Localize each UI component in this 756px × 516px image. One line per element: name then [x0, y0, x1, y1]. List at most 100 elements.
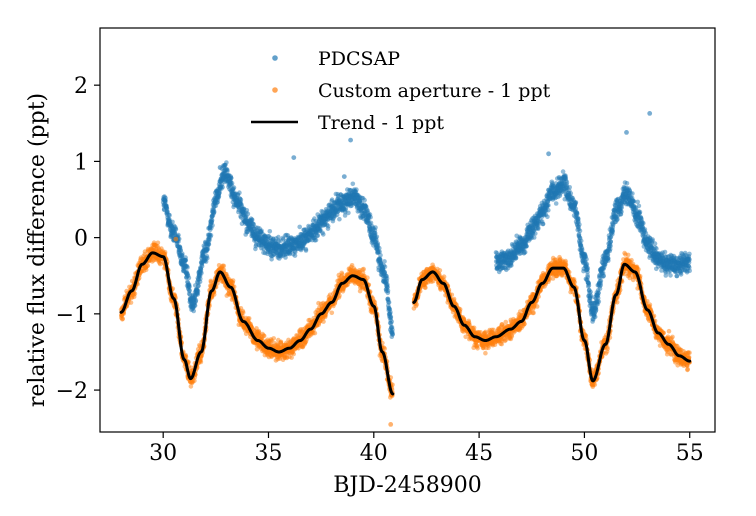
- point-pdcsap: [297, 224, 303, 230]
- point-pdcsap: [209, 218, 215, 223]
- point-pdcsap: [292, 253, 298, 258]
- point-pdcsap: [388, 310, 393, 315]
- point-custom-aperture: [120, 316, 125, 322]
- point-pdcsap: [596, 290, 601, 296]
- point-custom-aperture: [321, 319, 326, 324]
- point-pdcsap: [283, 255, 288, 260]
- point-pdcsap: [564, 179, 570, 185]
- point-pdcsap: [636, 203, 642, 209]
- point-custom-aperture: [198, 359, 204, 365]
- point-pdcsap: [576, 216, 581, 222]
- outlier-point: [217, 165, 223, 170]
- point-pdcsap: [237, 190, 242, 195]
- point-pdcsap: [350, 181, 356, 187]
- point-pdcsap: [173, 227, 179, 232]
- outlier-point: [647, 111, 653, 116]
- point-pdcsap: [389, 319, 395, 324]
- point-pdcsap: [313, 237, 319, 243]
- point-pdcsap: [578, 238, 584, 244]
- point-pdcsap: [325, 223, 331, 229]
- point-pdcsap: [183, 257, 189, 263]
- point-pdcsap: [205, 246, 211, 252]
- point-pdcsap: [608, 243, 613, 249]
- point-pdcsap: [615, 216, 620, 222]
- point-pdcsap: [610, 229, 615, 235]
- point-pdcsap: [592, 314, 598, 320]
- point-pdcsap: [650, 237, 655, 242]
- point-pdcsap: [545, 214, 550, 220]
- point-pdcsap: [382, 264, 388, 270]
- point-custom-aperture: [271, 336, 277, 341]
- point-pdcsap: [546, 207, 551, 213]
- point-pdcsap: [244, 208, 250, 213]
- outlier-point: [162, 195, 168, 201]
- point-custom-aperture: [312, 330, 318, 336]
- point-pdcsap: [388, 315, 394, 321]
- point-pdcsap: [382, 259, 387, 264]
- point-pdcsap: [199, 270, 204, 276]
- point-custom-aperture: [246, 316, 252, 321]
- point-pdcsap: [303, 248, 309, 253]
- point-pdcsap: [362, 197, 367, 203]
- point-pdcsap: [606, 258, 611, 263]
- point-pdcsap: [384, 276, 390, 281]
- point-custom-aperture: [143, 267, 149, 273]
- point-pdcsap: [186, 275, 192, 281]
- point-custom-aperture: [361, 266, 367, 272]
- point-pdcsap: [321, 232, 326, 237]
- point-pdcsap: [176, 236, 182, 242]
- point-pdcsap: [220, 184, 225, 190]
- point-pdcsap: [668, 273, 673, 278]
- point-custom-aperture: [132, 291, 138, 297]
- point-pdcsap: [573, 200, 579, 205]
- point-pdcsap: [276, 234, 281, 240]
- point-custom-aperture: [162, 249, 168, 255]
- point-pdcsap: [187, 284, 192, 289]
- point-pdcsap: [593, 307, 599, 313]
- point-pdcsap: [641, 221, 646, 226]
- point-pdcsap: [245, 211, 251, 217]
- point-pdcsap: [608, 239, 613, 244]
- outlier-point: [341, 174, 347, 180]
- point-pdcsap: [385, 288, 391, 294]
- point-pdcsap: [196, 283, 201, 288]
- point-pdcsap: [531, 235, 537, 240]
- point-custom-aperture: [221, 263, 227, 269]
- point-pdcsap: [368, 214, 373, 220]
- point-pdcsap: [346, 210, 351, 216]
- point-pdcsap: [637, 209, 643, 215]
- point-custom-aperture: [382, 346, 388, 351]
- point-pdcsap: [176, 232, 181, 238]
- point-pdcsap: [368, 220, 374, 226]
- point-pdcsap: [269, 257, 274, 262]
- point-pdcsap: [568, 191, 574, 196]
- point-pdcsap: [540, 221, 546, 227]
- data-layer: [118, 111, 692, 427]
- point-custom-aperture: [145, 263, 150, 269]
- point-pdcsap: [337, 216, 342, 222]
- point-pdcsap: [596, 299, 602, 304]
- point-pdcsap: [342, 213, 348, 218]
- point-custom-aperture: [291, 351, 297, 357]
- point-pdcsap: [211, 209, 217, 215]
- point-pdcsap: [267, 229, 273, 234]
- point-custom-aperture: [261, 333, 267, 339]
- point-pdcsap: [652, 241, 658, 246]
- point-custom-aperture: [329, 310, 335, 316]
- point-pdcsap: [224, 160, 229, 165]
- point-pdcsap: [208, 233, 214, 238]
- point-pdcsap: [343, 206, 349, 211]
- point-pdcsap: [598, 282, 603, 288]
- point-pdcsap: [585, 266, 591, 271]
- point-pdcsap: [624, 181, 630, 186]
- point-custom-aperture: [155, 240, 161, 246]
- point-custom-aperture: [211, 292, 217, 297]
- point-pdcsap: [199, 263, 205, 269]
- point-pdcsap: [373, 225, 378, 230]
- point-pdcsap: [205, 255, 210, 261]
- point-pdcsap: [217, 190, 222, 195]
- point-pdcsap: [377, 256, 383, 262]
- outlier-point: [348, 137, 353, 143]
- series-pdcsap: [160, 111, 692, 340]
